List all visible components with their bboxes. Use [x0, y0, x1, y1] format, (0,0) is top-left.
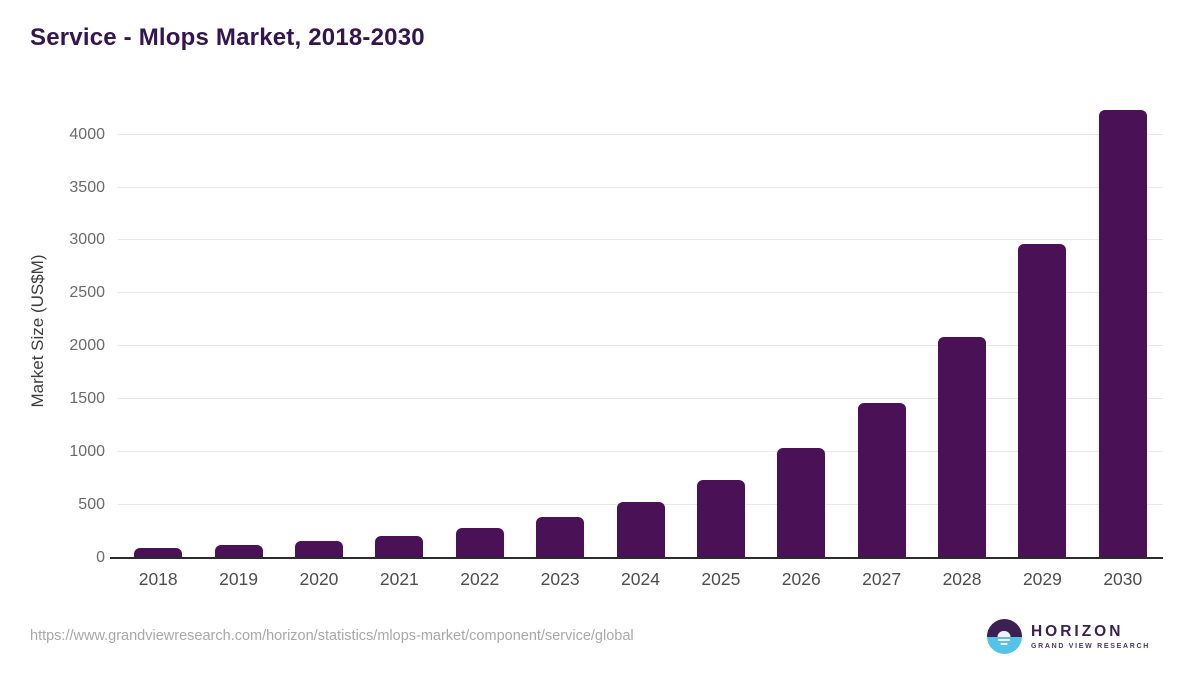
x-tick-2022: 2022	[460, 569, 500, 589]
bar-2029	[1018, 243, 1067, 557]
x-tick-2019: 2019	[219, 569, 259, 589]
bar-2020	[294, 541, 343, 557]
logo-sea-half	[986, 636, 1022, 654]
y-tick-3000: 3000	[69, 231, 105, 249]
bar-2018	[134, 548, 183, 557]
bar-2023	[536, 516, 585, 557]
gridline-3500	[118, 186, 1163, 188]
x-tick-2023: 2023	[540, 569, 580, 589]
gridline-3000	[118, 239, 1163, 241]
gridline-1000	[118, 451, 1163, 453]
x-axis-tick-labels: 2018 2019 2020 2021 2022 2023 2024 2025 2026 2027…	[118, 569, 1163, 595]
logo-reflection-line	[1000, 643, 1008, 645]
logo-subtitle: GRAND VIEW RESEARCH	[1030, 642, 1150, 650]
bar-2027	[857, 403, 906, 557]
logo-sky-half	[986, 619, 1022, 637]
x-tick-2020: 2020	[299, 569, 339, 589]
bar-2021	[375, 535, 424, 557]
y-tick-1500: 1500	[69, 390, 105, 408]
source-url: https://www.grandviewresearch.com/horizo…	[30, 628, 634, 644]
bar-2030	[1098, 110, 1147, 557]
x-tick-2027: 2027	[862, 569, 902, 589]
horizon-logo: HORIZON GRAND VIEW RESEARCH	[986, 619, 1150, 654]
gridline-4000	[118, 133, 1163, 135]
logo-text: HORIZON GRAND VIEW RESEARCH	[1031, 623, 1150, 649]
y-tick-1000: 1000	[69, 443, 105, 461]
y-tick-4000: 4000	[69, 125, 105, 143]
gridline-2000	[118, 345, 1163, 347]
bar-2026	[777, 447, 826, 557]
gridline-2500	[118, 292, 1163, 294]
bar-2024	[616, 501, 665, 557]
x-tick-2024: 2024	[621, 569, 660, 589]
bar-2025	[696, 480, 745, 557]
x-axis-line	[110, 557, 1163, 559]
y-tick-2000: 2000	[69, 337, 105, 355]
x-tick-2030: 2030	[1103, 569, 1143, 589]
plot-area	[110, 105, 1163, 559]
x-tick-2025: 2025	[701, 569, 741, 589]
gridline-1500	[118, 398, 1163, 400]
y-tick-0: 0	[96, 549, 105, 566]
bar-2022	[455, 528, 504, 557]
horizon-sunset-icon	[986, 619, 1022, 654]
logo-title: HORIZON	[1030, 623, 1124, 641]
y-tick-3500: 3500	[69, 178, 105, 196]
logo-sun	[997, 630, 1011, 637]
x-tick-2021: 2021	[379, 569, 419, 589]
x-tick-2029: 2029	[1022, 569, 1062, 589]
bar-2028	[938, 337, 987, 557]
y-tick-2500: 2500	[69, 284, 105, 302]
x-tick-2026: 2026	[781, 569, 821, 589]
x-tick-2018: 2018	[138, 569, 178, 589]
y-tick-500: 500	[78, 496, 105, 514]
chart-title: Service - Mlops Market, 2018-2030	[30, 24, 425, 51]
logo-reflection-line	[998, 639, 1011, 641]
x-tick-2028: 2028	[942, 569, 982, 589]
y-axis-tick-labels: 0 500 1000 1500 2000 2500 3000 3500 4000	[0, 105, 105, 566]
bar-2019	[214, 545, 263, 557]
